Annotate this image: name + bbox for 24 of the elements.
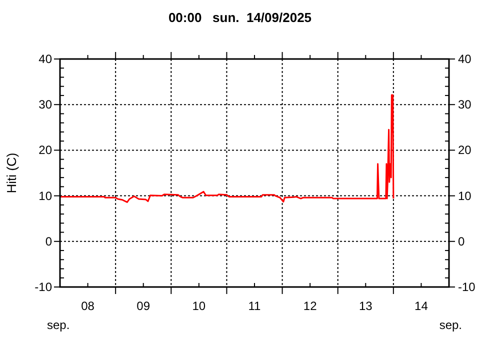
line-series [59, 94, 394, 203]
x-tick-label: 13 [358, 299, 373, 313]
x-tick-label: 08 [81, 299, 95, 313]
y-tick-label: -10 [34, 280, 52, 294]
text: sep. [439, 318, 462, 332]
y2-tick-label: 30 [458, 98, 472, 112]
x-tick-label: 10 [192, 299, 206, 313]
y-tick-label: 40 [38, 52, 52, 66]
x-tick-label: 09 [136, 299, 150, 313]
y-tick-label: 10 [38, 188, 52, 203]
y-axis-title: Hiti (C) [4, 152, 19, 194]
y-tick-label: 30 [38, 98, 52, 112]
x-tick-label: 11 [248, 299, 262, 313]
chart-title: 00:00 sun. 14/09/2025 [168, 10, 312, 25]
y2-tick-label: -10 [458, 280, 476, 294]
x-tick-label: 14 [414, 299, 428, 313]
text: sep. [47, 318, 70, 332]
y2-tick-label: 10 [458, 188, 472, 203]
y2-tick-label: 40 [458, 52, 472, 66]
y2-tick-label: 0 [458, 234, 465, 248]
x-tick-label: 12 [303, 299, 318, 313]
y-tick-label: 0 [45, 234, 52, 248]
y-tick-label: 20 [38, 143, 52, 158]
y2-tick-label: 20 [458, 143, 472, 158]
